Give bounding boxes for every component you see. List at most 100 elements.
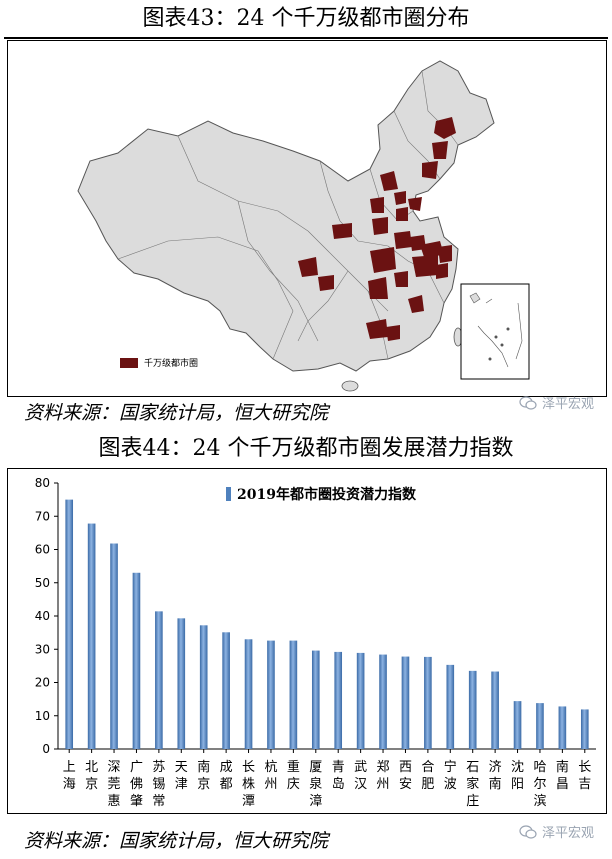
bar	[311, 650, 320, 749]
figure2-title: 图表44：24 个千万级都市圈发展潜力指数	[98, 436, 514, 461]
x-tick-label: 重庆	[287, 759, 300, 792]
metro-wuhan	[370, 247, 396, 273]
map-panel	[7, 40, 607, 397]
y-tick-label: 10	[35, 709, 50, 723]
x-tick-label: 长吉	[578, 760, 591, 792]
x-tick-label: 青岛	[332, 760, 345, 792]
bar	[155, 611, 163, 749]
metro-shijiazhuang	[370, 197, 384, 213]
bar	[468, 670, 477, 749]
metro-harbin	[434, 117, 456, 139]
metro-ningbo	[436, 263, 448, 279]
metro-jinan	[396, 207, 408, 221]
bar	[379, 654, 387, 749]
x-tick-label: 苏锡常	[152, 759, 165, 809]
metro-shenyang	[422, 161, 438, 179]
y-tick-label: 0	[42, 742, 50, 756]
x-tick-label: 宁波	[444, 759, 457, 792]
y-tick-label: 30	[35, 642, 50, 656]
bar	[446, 664, 455, 749]
metro-tianjin	[394, 191, 406, 205]
x-tick-label: 成都	[220, 760, 233, 792]
metro-xian	[332, 223, 352, 239]
watermark: 泽平宏观	[519, 393, 594, 412]
x-tick-label: 北京	[85, 760, 98, 792]
metro-shenguanhui	[386, 325, 400, 341]
y-tick-label: 40	[35, 609, 50, 623]
metro-hefei	[394, 231, 412, 249]
bar	[65, 499, 74, 749]
x-tick-label: 西安	[399, 760, 412, 792]
wechat-icon	[519, 824, 537, 839]
bar	[334, 651, 343, 749]
bar	[289, 640, 298, 749]
x-tick-label: 石家庄	[466, 760, 479, 809]
bar	[513, 701, 522, 749]
bar	[87, 523, 96, 749]
watermark-2: 泽平宏观	[519, 822, 594, 841]
bar	[356, 652, 365, 749]
bar	[580, 709, 589, 749]
bar	[110, 543, 118, 749]
china-map	[77, 60, 530, 392]
x-tick-label: 哈尔滨	[533, 760, 546, 809]
legend-swatch	[120, 357, 138, 368]
bar	[132, 572, 141, 749]
metro-nanchang	[394, 271, 408, 287]
bar	[244, 639, 253, 749]
metro-qingdao	[408, 197, 422, 211]
metro-changzhutan	[368, 277, 388, 299]
legend-label: 千万级都市圈	[144, 359, 199, 369]
y-tick-label: 20	[35, 676, 50, 690]
y-tick-label: 50	[35, 576, 50, 590]
x-tick-label: 天津	[175, 760, 188, 792]
y-tick-label: 70	[35, 509, 50, 523]
bar	[267, 640, 275, 749]
bar	[401, 656, 410, 749]
bar	[536, 703, 544, 749]
bar-chart: 0 10 20 30 40 50 60 70 80 上海北京深莞惠广佛肇苏锡常天津南京成都长株潭杭…	[35, 476, 596, 809]
map-legend: 千万级都市圈	[120, 356, 198, 369]
metro-xiaquanzhang	[408, 295, 424, 313]
figure1-title: 图表43：24 个千万级都市圈分布	[142, 6, 470, 31]
metro-zhengzhou	[372, 217, 388, 235]
x-tick-label: 深莞惠	[108, 760, 121, 809]
metro-chongqing	[318, 275, 334, 291]
bar	[199, 625, 208, 749]
metro-hangzhou	[412, 255, 438, 277]
hainan-shape	[341, 380, 359, 392]
y-tick-label: 60	[35, 543, 50, 557]
bar	[424, 656, 432, 749]
metro-changji	[432, 141, 448, 159]
x-tick-label: 南昌	[556, 759, 569, 792]
metro-highlights	[298, 117, 456, 341]
watermark-text: 泽平宏观	[541, 397, 594, 412]
metro-suxichang	[420, 241, 444, 257]
inset-content	[469, 292, 523, 368]
metro-chengdu	[298, 257, 318, 277]
x-tick-label: 厦泉漳	[309, 760, 322, 809]
x-tick-label: 济南	[489, 760, 502, 792]
x-tick-label: 上海	[63, 760, 76, 792]
x-tick-label: 郑州	[377, 760, 390, 792]
x-tick-label: 武汉	[354, 760, 367, 792]
x-tick-label: 广佛肇	[130, 760, 143, 809]
x-tick-label: 杭州	[264, 760, 277, 792]
x-tick-label: 南京	[197, 759, 210, 792]
legend-label: 2019年都市圈投资潜力指数	[237, 486, 417, 503]
bar	[558, 706, 567, 749]
y-tick-label: 80	[35, 476, 50, 490]
title-divider	[4, 37, 608, 39]
x-tick-label: 长株潭	[242, 760, 255, 809]
wechat-icon	[519, 395, 537, 410]
watermark-text: 泽平宏观	[541, 826, 594, 841]
bar	[177, 618, 186, 749]
metro-beijing	[380, 171, 398, 191]
metro-shanghai	[438, 245, 452, 263]
bar	[491, 671, 499, 749]
metro-guangfozhao	[366, 319, 388, 339]
legend-swatch	[226, 487, 231, 501]
figure1-source: 资料来源：国家统计局，恒大研究院	[24, 402, 329, 424]
x-tick-label: 沈阳	[511, 760, 524, 792]
x-tick-label: 合肥	[421, 760, 434, 792]
